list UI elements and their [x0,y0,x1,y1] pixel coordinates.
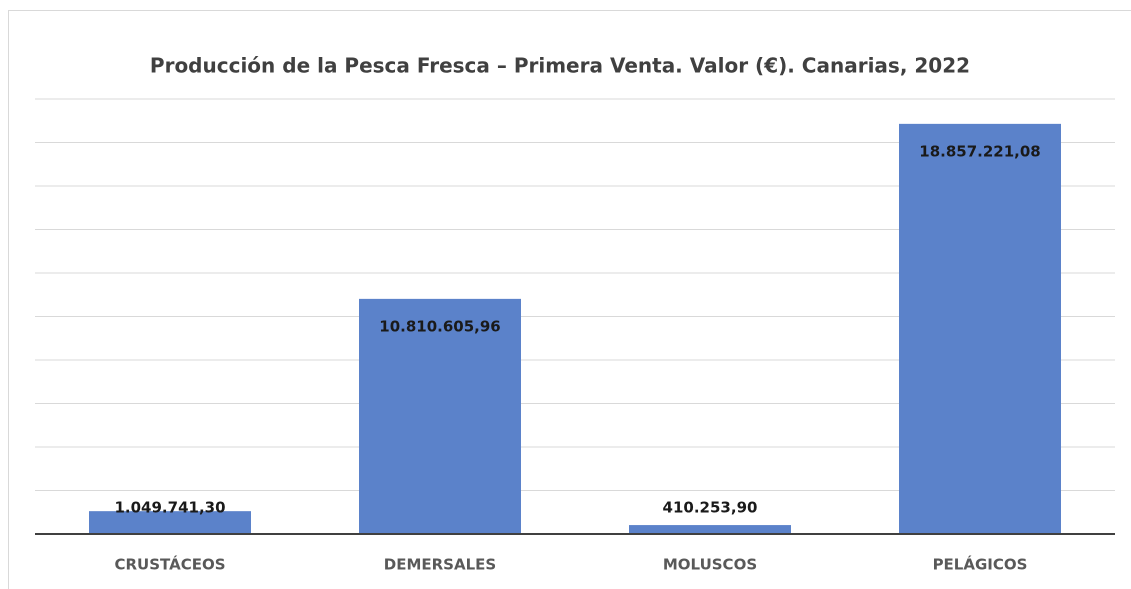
x-tick-label: PELÁGICOS [933,555,1028,574]
data-label: 10.810.605,96 [379,317,500,335]
chart-title: Producción de la Pesca Fresca – Primera … [150,54,970,78]
data-label: 410.253,90 [663,499,758,517]
bar [629,525,791,534]
x-tick-label: CRUSTÁCEOS [114,555,225,574]
bar [89,511,251,534]
bar [899,123,1061,534]
x-tick-label: DEMERSALES [384,556,496,574]
data-label: 1.049.741,30 [114,499,225,517]
data-label: 18.857.221,08 [919,142,1040,160]
x-tick-label: MOLUSCOS [663,556,757,574]
bar [359,298,521,534]
